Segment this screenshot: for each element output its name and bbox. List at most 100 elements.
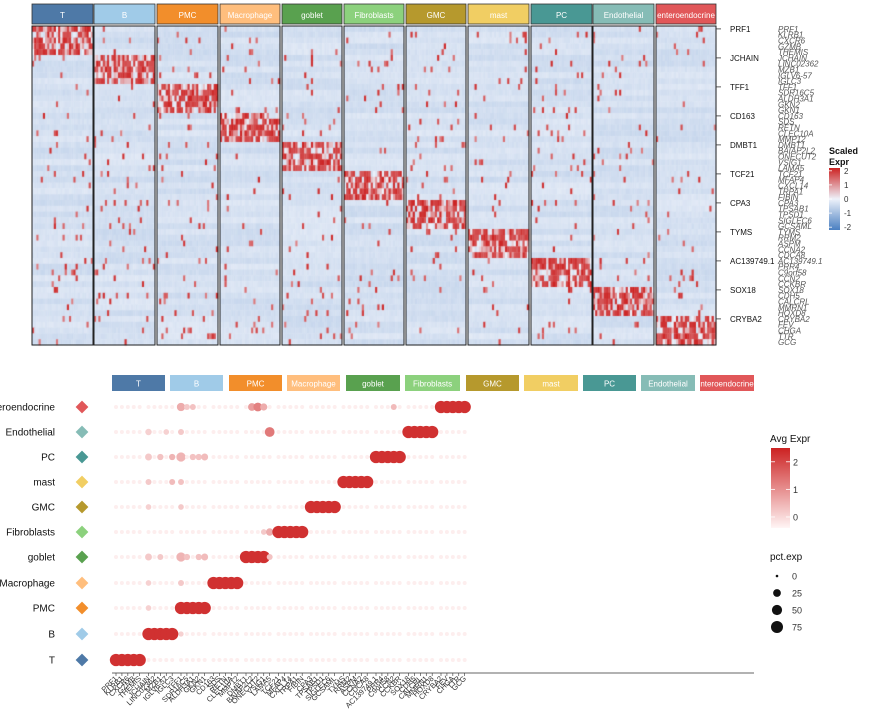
dotplot-y-label: T — [49, 656, 55, 667]
dotplot-dot — [332, 658, 337, 662]
heatmap-panel-border — [467, 25, 530, 346]
dotplot-dot — [131, 405, 136, 409]
dotplot-dot — [137, 555, 142, 559]
dotplot-dot — [326, 606, 331, 610]
dotplot-dot — [365, 505, 370, 509]
dotplot-dot — [235, 505, 240, 509]
dotplot: T B PMC Macrophage goblet Fibroblasts GMC mast P… — [0, 375, 754, 710]
dotplot-dot — [439, 430, 443, 434]
dotplot-dot — [397, 430, 402, 434]
dotplot-dot — [353, 530, 358, 534]
dotplot-dot — [125, 505, 130, 509]
heatmap-strip-mast — [467, 3, 530, 25]
dotplot-dot — [184, 480, 189, 484]
dotplot-dot — [288, 430, 293, 434]
dotplot-dot — [223, 455, 228, 459]
dotplot-dot — [444, 505, 449, 509]
dotplot-dot — [164, 555, 169, 559]
dotplot-dot — [196, 530, 201, 534]
dotplot-dot — [347, 632, 352, 636]
dotplot-dot — [190, 658, 195, 662]
heatmap-gene-label: DMBT1 — [778, 141, 805, 150]
dotplot-dot — [114, 505, 118, 509]
scaled-legend-title: Scaled — [829, 146, 858, 156]
dotplot-dot — [379, 480, 384, 484]
dotplot-dot — [223, 530, 228, 534]
heatmap-panel-border — [156, 25, 219, 346]
dotplot-dot — [131, 581, 136, 585]
dotplot-dot — [170, 505, 175, 509]
dotplot-dot — [195, 553, 202, 561]
dotplot-dot — [326, 455, 331, 459]
dotplot-dot — [462, 530, 467, 534]
dotplot-dot — [267, 658, 272, 662]
dotplot-dot — [261, 581, 266, 585]
dotplot-dot — [276, 480, 281, 484]
dotplot-dot — [235, 455, 240, 459]
dotplot-dot — [309, 632, 313, 636]
dotplot-dot — [261, 455, 266, 459]
dotplot-dot — [255, 606, 260, 610]
dotplot-dot — [184, 530, 189, 534]
dotplot-dot — [184, 632, 189, 636]
dotplot-strip-label: goblet — [362, 380, 385, 389]
dotplot-dot — [379, 530, 384, 534]
dotplot-dot — [332, 480, 337, 484]
dotplot-y-label: mast — [33, 478, 55, 489]
dotplot-dot — [332, 555, 337, 559]
dotplot-dot — [178, 631, 184, 637]
dotplot-dot — [189, 404, 196, 410]
dotplot-dot — [276, 455, 281, 459]
dotplot-dot — [211, 530, 216, 534]
heatmap-gene-label: RRM2 — [778, 234, 801, 243]
dotplot-dot — [294, 505, 299, 509]
heatmap-gene-label: CALCRL — [778, 298, 810, 307]
dotplot-dot — [347, 606, 352, 610]
dotplot-dot — [426, 425, 439, 439]
dotplot-dot — [217, 606, 222, 610]
dotplot-dot — [439, 606, 443, 610]
dotplot-dot — [353, 455, 358, 459]
dotplot-dot — [169, 479, 176, 485]
dotplot-dot — [158, 430, 163, 434]
dotplot-strip-pmc — [229, 375, 282, 391]
heatmap-gene-label: SOX18 — [778, 286, 804, 295]
dotplot-dot — [359, 505, 364, 509]
dotplot-dot — [341, 581, 346, 585]
dotplot-dot — [202, 581, 207, 585]
dotplot-dot — [152, 555, 157, 559]
dotplot-dot — [235, 555, 240, 559]
dotplot-dot — [229, 658, 234, 662]
dotplot-dot — [137, 530, 142, 534]
dotplot-dot — [119, 632, 124, 636]
dotplot-dot — [365, 632, 370, 636]
dotplot-dot — [456, 658, 461, 662]
heatmap-row-label: CD163 — [730, 112, 755, 121]
dotplot-dot — [195, 453, 202, 461]
scaled-legend-tick-label: 1 — [844, 181, 849, 190]
dotplot-dot — [412, 505, 417, 509]
dotplot-dot — [294, 658, 299, 662]
dotplot-dot — [184, 658, 189, 662]
dotplot-dot — [314, 606, 319, 610]
dotplot-dot — [462, 632, 467, 636]
scaled-legend-tick-label: -1 — [844, 209, 852, 218]
dotplot-dot — [294, 455, 299, 459]
dotplot-dot — [412, 581, 417, 585]
dotplot-dot — [114, 430, 118, 434]
dotplot-dot — [119, 530, 124, 534]
dotplot-dot — [456, 606, 461, 610]
heatmap-gene-label: CRYBA2 — [778, 315, 810, 324]
heatmap-strip-t — [31, 3, 94, 25]
heatmap-strip-pc — [530, 3, 593, 25]
dotplot-dot — [282, 581, 287, 585]
dotplot-dot — [353, 555, 358, 559]
dotplot-dot — [379, 632, 384, 636]
dotplot-dot — [257, 550, 270, 564]
dotplot-dot — [196, 480, 201, 484]
dotplot-dot — [294, 606, 299, 610]
heatmap-gene-label: FEV — [778, 321, 794, 330]
heatmap-row-label: AC139749.1 — [730, 257, 775, 266]
